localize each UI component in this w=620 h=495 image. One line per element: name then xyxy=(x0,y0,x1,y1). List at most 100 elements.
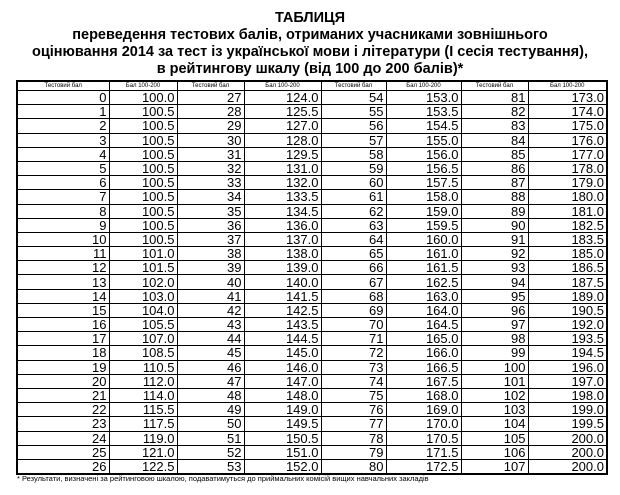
footnote: * Результати, визначені за рейтинговою ш… xyxy=(17,474,429,483)
rating-score-cell: 156.0 xyxy=(385,146,462,162)
rating-score-cell: 149.0 xyxy=(243,402,322,418)
test-score-cell: 26 xyxy=(16,458,110,475)
test-score-cell: 102 xyxy=(460,387,529,404)
test-score-cell: 4 xyxy=(16,146,110,162)
rating-score-cell: 154.5 xyxy=(385,118,462,134)
test-score-cell: 79 xyxy=(320,444,387,460)
test-score-cell: 45 xyxy=(176,345,245,361)
test-score-cell: 76 xyxy=(320,402,387,418)
rating-score-cell: 179.0 xyxy=(527,175,608,191)
test-score-cell: 24 xyxy=(16,430,110,446)
rating-score-cell: 110.5 xyxy=(108,359,178,375)
rating-score-cell: 193.5 xyxy=(527,331,608,347)
test-score-cell: 9 xyxy=(16,217,110,233)
rating-score-cell: 151.0 xyxy=(243,444,322,460)
rating-score-cell: 104.0 xyxy=(108,302,178,319)
column-header-test-score: Тестовий бал xyxy=(460,80,529,91)
test-score-cell: 22 xyxy=(16,402,110,418)
score-conversion-table: Тестовий бал Бал 100-200 Тестовий бал Бал 1… xyxy=(16,80,608,476)
rating-score-cell: 100.0 xyxy=(108,89,178,106)
test-score-cell: 83 xyxy=(460,118,529,134)
test-score-cell: 36 xyxy=(176,217,245,233)
test-score-cell: 104 xyxy=(460,416,529,432)
test-score-cell: 55 xyxy=(320,104,387,120)
test-score-cell: 1 xyxy=(16,104,110,120)
test-score-cell: 91 xyxy=(460,231,529,248)
test-score-cell: 100 xyxy=(460,359,529,375)
test-score-cell: 97 xyxy=(460,316,529,333)
column-header-test-score: Тестовий бал xyxy=(176,80,245,91)
rating-score-cell: 169.0 xyxy=(385,402,462,418)
test-score-cell: 78 xyxy=(320,430,387,446)
test-score-cell: 14 xyxy=(16,288,110,304)
test-score-cell: 33 xyxy=(176,175,245,191)
test-score-cell: 101 xyxy=(460,373,529,389)
rating-score-cell: 199.5 xyxy=(527,416,608,432)
test-score-cell: 72 xyxy=(320,345,387,361)
rating-score-cell: 199.0 xyxy=(527,402,608,418)
rating-score-cell: 100.5 xyxy=(108,160,178,177)
rating-score-cell: 162.5 xyxy=(385,274,462,290)
rating-score-cell: 186.5 xyxy=(527,260,608,276)
test-score-cell: 93 xyxy=(460,260,529,276)
table-row: 19 110.5 46 146.0 73 166.5 100 196.0 xyxy=(16,359,608,375)
document-subtitle-line-3: в рейтингову шкалу (від 100 до 200 балів… xyxy=(156,61,464,77)
test-score-cell: 35 xyxy=(176,203,245,219)
rating-score-cell: 100.5 xyxy=(108,104,178,120)
rating-score-cell: 197.0 xyxy=(527,373,608,389)
rating-score-cell: 100.5 xyxy=(108,217,178,233)
rating-score-cell: 133.5 xyxy=(243,189,322,205)
test-score-cell: 41 xyxy=(176,288,245,304)
table-row: 4 100.5 31 129.5 58 156.0 85 177.0 xyxy=(16,146,608,162)
column-header-rating-score: Бал 100-200 xyxy=(108,80,178,91)
test-score-cell: 81 xyxy=(460,89,529,106)
rating-score-cell: 100.5 xyxy=(108,118,178,134)
test-score-cell: 2 xyxy=(16,118,110,134)
test-score-cell: 82 xyxy=(460,104,529,120)
rating-score-cell: 158.0 xyxy=(385,189,462,205)
rating-score-cell: 119.0 xyxy=(108,430,178,446)
rating-score-cell: 124.0 xyxy=(243,89,322,106)
document-title: ТАБЛИЦЯ xyxy=(274,10,346,26)
test-score-cell: 67 xyxy=(320,274,387,290)
test-score-cell: 70 xyxy=(320,316,387,333)
rating-score-cell: 127.0 xyxy=(243,118,322,134)
test-score-cell: 77 xyxy=(320,416,387,432)
column-header-test-score: Тестовий бал xyxy=(16,80,110,91)
rating-score-cell: 100.5 xyxy=(108,175,178,191)
table-row: 6 100.5 33 132.0 60 157.5 87 179.0 xyxy=(16,175,608,191)
test-score-cell: 37 xyxy=(176,231,245,248)
table-row: 25 121.0 52 151.0 79 171.5 106 200.0 xyxy=(16,444,608,460)
table-row: 1 100.5 28 125.5 55 153.5 82 174.0 xyxy=(16,104,608,120)
test-score-cell: 105 xyxy=(460,430,529,446)
rating-score-cell: 192.0 xyxy=(527,316,608,333)
test-score-cell: 68 xyxy=(320,288,387,304)
rating-score-cell: 134.5 xyxy=(243,203,322,219)
column-header-test-score: Тестовий бал xyxy=(320,80,387,91)
rating-score-cell: 149.5 xyxy=(243,416,322,432)
test-score-cell: 66 xyxy=(320,260,387,276)
table-row: 10 100.5 37 137.0 64 160.0 91 183.5 xyxy=(16,231,608,248)
rating-score-cell: 145.0 xyxy=(243,345,322,361)
test-score-cell: 84 xyxy=(460,132,529,148)
rating-score-cell: 161.0 xyxy=(385,246,462,262)
rating-score-cell: 146.0 xyxy=(243,359,322,375)
rating-score-cell: 150.5 xyxy=(243,430,322,446)
rating-score-cell: 100.5 xyxy=(108,231,178,248)
column-header-rating-score: Бал 100-200 xyxy=(385,80,462,91)
rating-score-cell: 129.5 xyxy=(243,146,322,162)
test-score-cell: 56 xyxy=(320,118,387,134)
test-score-cell: 99 xyxy=(460,345,529,361)
test-score-cell: 21 xyxy=(16,387,110,404)
column-header-rating-score: Бал 100-200 xyxy=(527,80,608,91)
test-score-cell: 12 xyxy=(16,260,110,276)
test-score-cell: 96 xyxy=(460,302,529,319)
rating-score-cell: 176.0 xyxy=(527,132,608,148)
rating-score-cell: 128.0 xyxy=(243,132,322,148)
rating-score-cell: 143.5 xyxy=(243,316,322,333)
table-row: 24 119.0 51 150.5 78 170.5 105 200.0 xyxy=(16,430,608,446)
table-row: 16 105.5 43 143.5 70 164.5 97 192.0 xyxy=(16,316,608,333)
rating-score-cell: 187.5 xyxy=(527,274,608,290)
test-score-cell: 103 xyxy=(460,402,529,418)
test-score-cell: 25 xyxy=(16,444,110,460)
